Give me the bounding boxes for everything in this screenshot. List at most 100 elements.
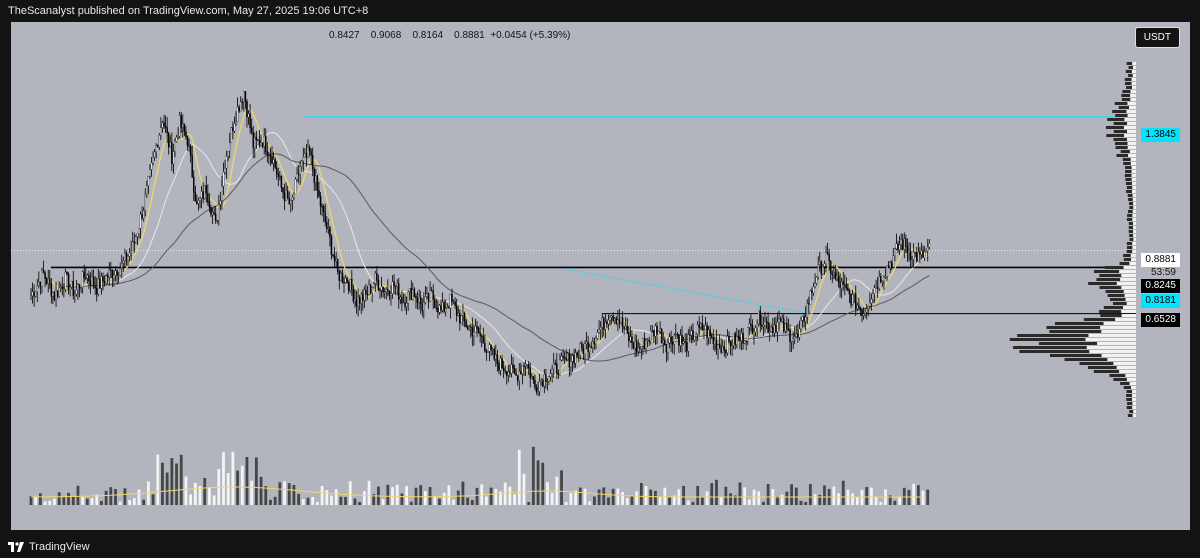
- candle-body: [515, 372, 517, 376]
- candle-body: [531, 376, 533, 379]
- candle-body: [908, 250, 910, 254]
- candle-body: [83, 271, 85, 278]
- candle-body: [521, 365, 524, 374]
- currency-button[interactable]: USDT: [1134, 27, 1180, 48]
- candle-body: [917, 252, 920, 262]
- volume-profile-bar: [1017, 334, 1089, 337]
- candle-body: [670, 336, 672, 342]
- candle-body: [440, 305, 442, 311]
- volume-profile-bar: [1113, 130, 1128, 133]
- candle-body: [546, 380, 549, 383]
- candle-body: [185, 131, 187, 138]
- volume-bar: [841, 480, 845, 505]
- candle-body: [689, 334, 691, 336]
- candle-body: [108, 269, 111, 278]
- candle-body: [898, 244, 901, 250]
- candle-body: [923, 251, 926, 258]
- candle-body: [174, 141, 176, 152]
- volume-bar: [409, 501, 413, 505]
- candle-body: [479, 332, 481, 336]
- volume-bar: [95, 494, 99, 505]
- candle-body: [426, 293, 428, 297]
- volume-bar: [269, 499, 272, 505]
- candle-body: [720, 346, 722, 353]
- volume-bar: [804, 502, 808, 505]
- volume-profile-bar: [1132, 190, 1136, 193]
- tradingview-logo-icon[interactable]: [8, 542, 24, 552]
- volume-bar: [625, 498, 629, 505]
- publisher-header: TheScanalyst published on TradingView.co…: [8, 5, 369, 17]
- candle-body: [817, 264, 819, 278]
- volume-profile-bar: [1127, 142, 1136, 145]
- candle-body: [146, 185, 148, 196]
- volume-profile-bar: [1132, 414, 1136, 417]
- level-price-tag: 0.8245: [1141, 279, 1180, 293]
- candle-body: [684, 341, 686, 343]
- candle-body: [707, 329, 710, 338]
- volume-profile-bar: [1131, 82, 1136, 85]
- volume-bar: [123, 488, 127, 505]
- volume-bar: [466, 497, 470, 505]
- volume-profile-bar: [1127, 214, 1133, 217]
- candle-body: [443, 302, 445, 312]
- candle-body: [490, 344, 492, 350]
- candle-body: [105, 275, 107, 284]
- volume-profile-bar: [1124, 174, 1132, 177]
- volume-bar: [470, 500, 474, 505]
- candle-body: [61, 286, 64, 290]
- candle-body: [685, 342, 688, 352]
- candle-body: [188, 145, 190, 147]
- candle-body: [601, 317, 603, 328]
- chart-area[interactable]: 0.8427 0.9068 0.8164 0.8881 +0.0454 (+5.…: [11, 22, 1190, 530]
- candle-body: [66, 272, 68, 275]
- current-price-tag: 0.8881: [1141, 253, 1180, 267]
- candle-body: [887, 265, 890, 269]
- price-chart[interactable]: [11, 22, 1190, 530]
- volume-profile-bar: [1109, 374, 1126, 377]
- candle-body: [216, 219, 218, 222]
- candle-body: [646, 339, 649, 341]
- volume-profile-bar: [1130, 254, 1136, 257]
- candle-body: [748, 323, 751, 328]
- candle-body: [534, 379, 536, 388]
- volume-bar: [489, 487, 493, 505]
- candle-body: [203, 185, 206, 199]
- volume-bar: [90, 498, 94, 505]
- volume-bar: [71, 496, 75, 505]
- candle-body: [548, 376, 550, 382]
- candle-body: [488, 344, 491, 352]
- candle-body: [363, 289, 366, 301]
- candle-body: [269, 155, 272, 157]
- volume-profile-bar: [1116, 282, 1136, 285]
- candle-body: [357, 297, 359, 307]
- volume-bar: [240, 465, 244, 505]
- volume-profile-bar: [1114, 102, 1128, 105]
- candle-body: [441, 302, 444, 311]
- volume-profile-bar: [1126, 62, 1133, 65]
- volume-bar: [226, 473, 230, 505]
- candle-body: [408, 287, 411, 293]
- candle-body: [767, 322, 769, 333]
- candle-body: [718, 344, 721, 347]
- volume-bar: [306, 497, 310, 505]
- candle-body: [199, 197, 201, 201]
- volume-bar: [348, 481, 352, 505]
- candle-body: [576, 352, 578, 356]
- volume-profile-bar: [1125, 374, 1136, 377]
- volume-profile-bar: [1119, 262, 1130, 265]
- volume-bar: [222, 452, 225, 505]
- candle-body: [848, 290, 851, 295]
- volume-profile-bar: [1104, 266, 1124, 269]
- volume-profile-bar: [1126, 110, 1136, 113]
- volume-bar: [837, 493, 840, 505]
- volume-bar: [710, 483, 714, 505]
- volume-profile-bar: [1119, 270, 1136, 273]
- candle-body: [695, 334, 697, 337]
- candle-body: [905, 238, 907, 247]
- volume-profile-bar: [1118, 106, 1130, 109]
- volume-bar: [766, 483, 770, 505]
- volume-bar: [34, 497, 38, 505]
- candle-body: [820, 261, 823, 275]
- candle-body: [878, 276, 880, 289]
- volume-bar: [109, 487, 113, 505]
